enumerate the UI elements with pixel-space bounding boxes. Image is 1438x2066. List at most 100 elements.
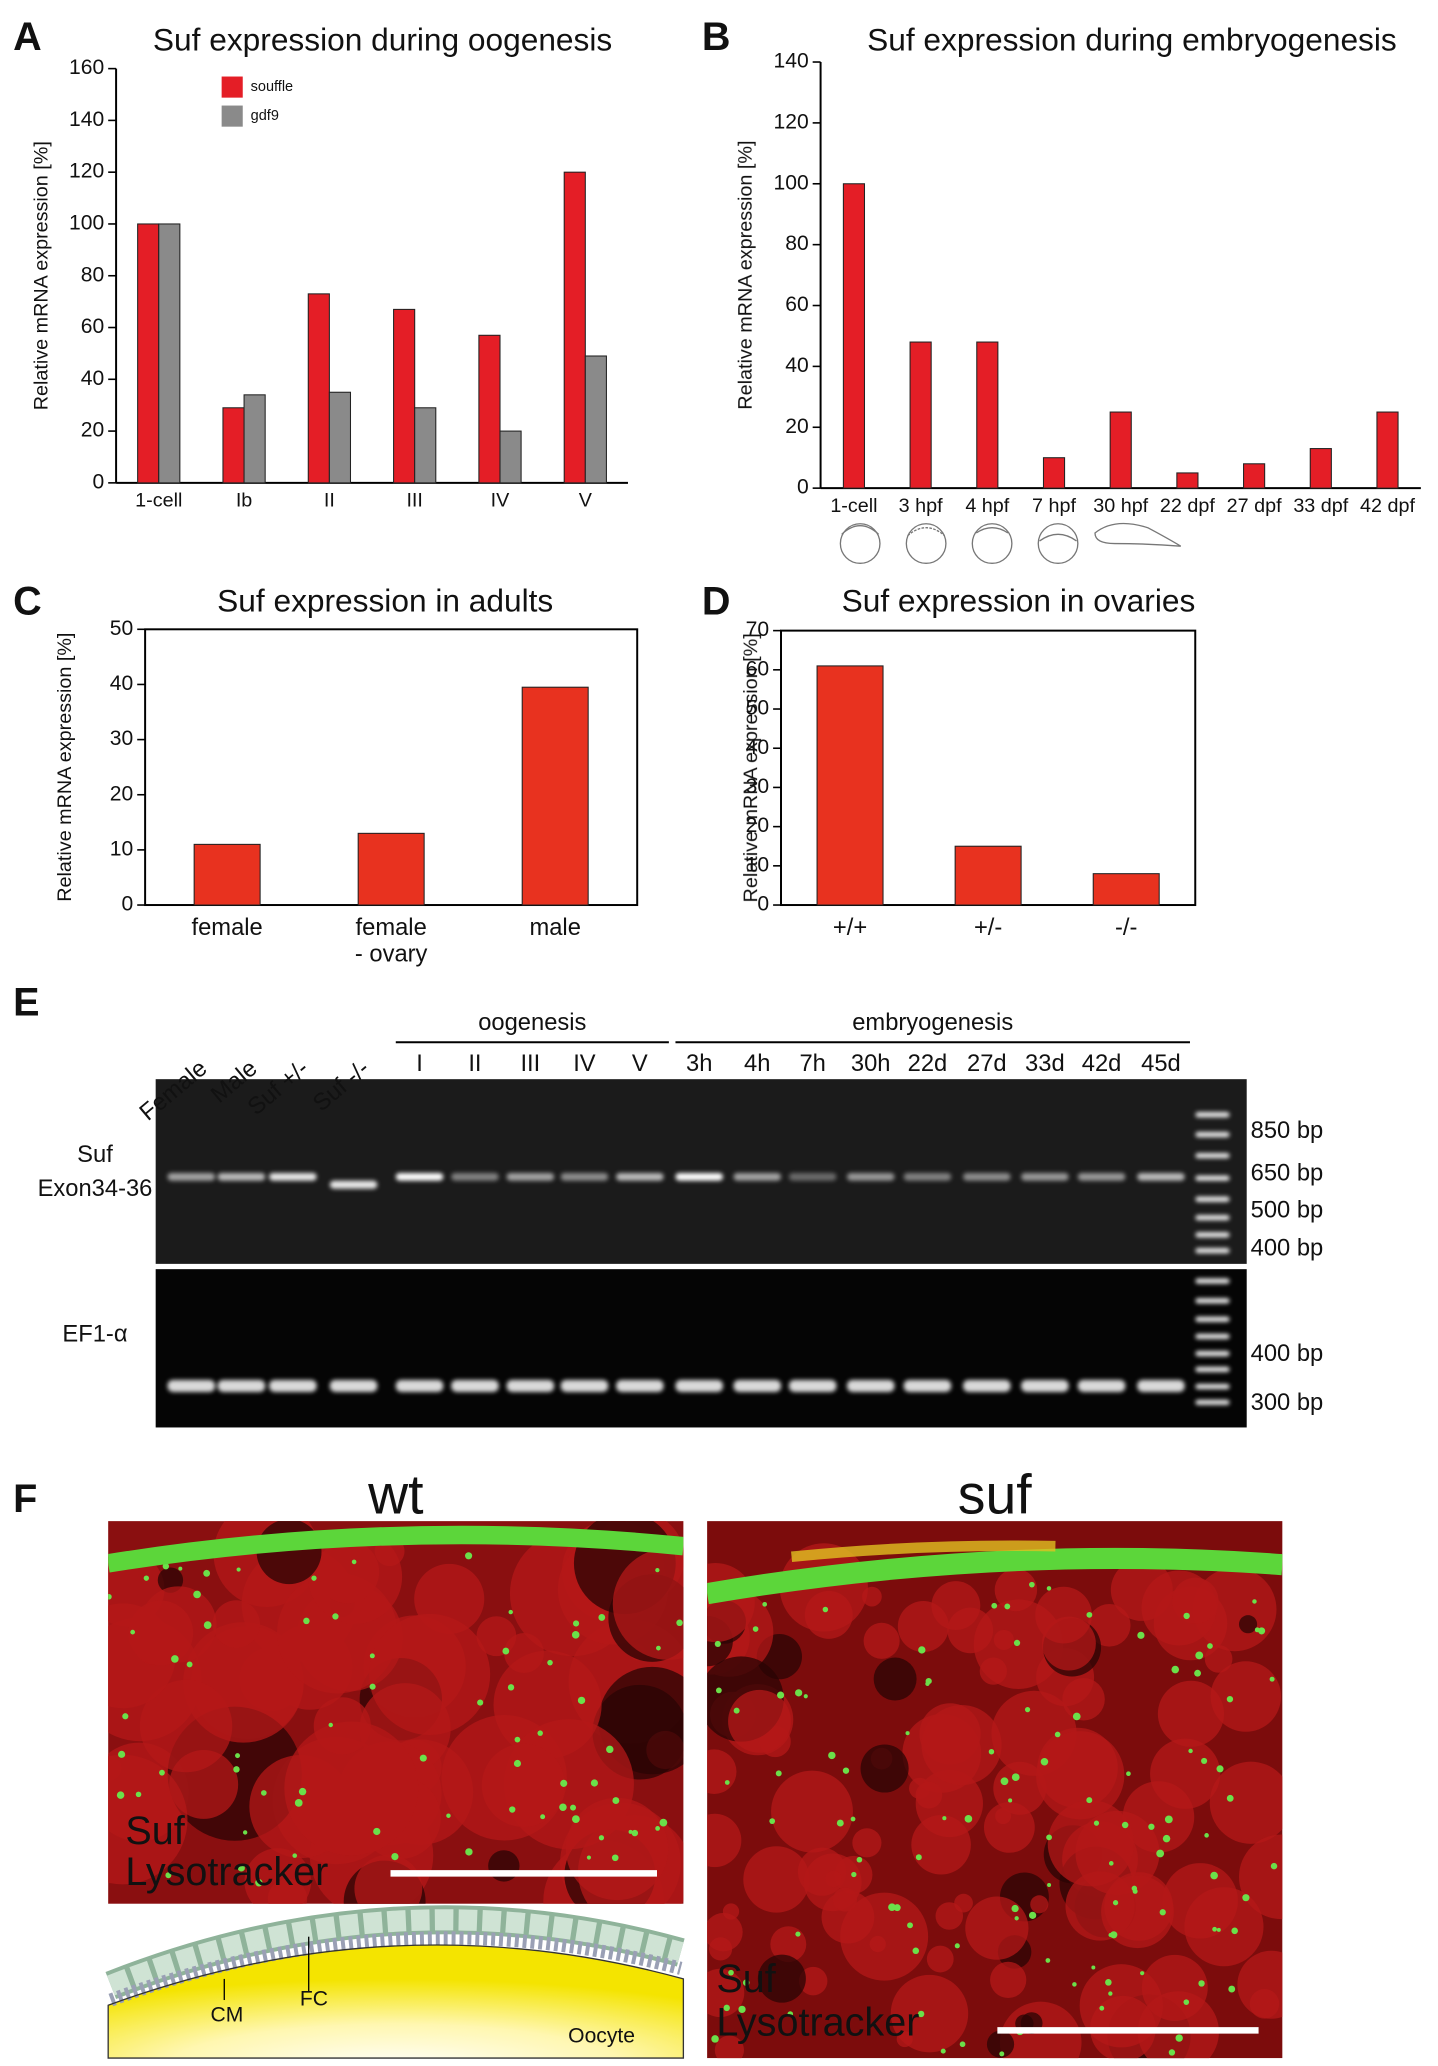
gel-band xyxy=(269,1379,317,1392)
green-dot xyxy=(1011,1904,1019,1913)
green-dot xyxy=(502,1647,510,1655)
bar xyxy=(357,832,425,906)
y-tick-label: 40 xyxy=(785,354,808,377)
green-dot xyxy=(940,2048,946,2054)
green-dot xyxy=(513,1759,522,1768)
ladder-band xyxy=(1195,1196,1230,1202)
x-tick-label: Ib xyxy=(236,490,252,512)
vesicle xyxy=(757,1954,806,2003)
vesicle xyxy=(915,1781,943,1809)
x-tick-label: 42 dpf xyxy=(1360,495,1415,517)
gel-band xyxy=(1077,1379,1126,1392)
green-dot xyxy=(775,1770,782,1777)
bar xyxy=(137,223,160,484)
green-dot xyxy=(294,1799,303,1807)
y-tick-label: 60 xyxy=(746,657,769,680)
size-marker: 400 bp xyxy=(1251,1341,1324,1367)
ladder-band xyxy=(1195,1215,1230,1221)
y-axis-label: Relative mRNA expression [%] xyxy=(30,141,52,410)
green-dot xyxy=(1028,1911,1037,1919)
y-axis-label: Relative mRNA expression [%] xyxy=(54,633,76,902)
green-dot xyxy=(303,1617,310,1625)
green-dot xyxy=(116,1791,125,1799)
green-dot xyxy=(999,2051,1005,2057)
green-dot xyxy=(1024,1706,1031,1713)
green-dot xyxy=(842,1767,850,1774)
gel-band xyxy=(903,1379,952,1392)
green-dot xyxy=(954,1943,960,1949)
x-tick-label: 7 hpf xyxy=(1032,495,1076,517)
green-dot xyxy=(905,1731,910,1736)
vesicle xyxy=(212,1600,261,1648)
green-dot xyxy=(1226,1794,1234,1802)
bar xyxy=(842,183,866,489)
bar xyxy=(243,394,266,484)
membrane-signal xyxy=(108,1525,684,1573)
gel-band xyxy=(560,1172,609,1181)
y-tick-label: 100 xyxy=(774,171,809,194)
panel-title: wt xyxy=(367,1463,423,1525)
vesicle xyxy=(1238,1834,1283,1920)
stain-label: Lysotracker xyxy=(125,1850,328,1894)
green-dot xyxy=(1126,1771,1131,1777)
group-label: oogenesis xyxy=(478,1010,586,1036)
vesicle xyxy=(743,1846,810,1913)
gel-band xyxy=(616,1379,664,1392)
green-dot xyxy=(836,1819,844,1827)
y-tick-label: 140 xyxy=(774,50,809,73)
size-marker: 850 bp xyxy=(1251,1118,1324,1144)
bar xyxy=(328,391,352,484)
green-dot xyxy=(570,1804,577,1811)
panel-label: A xyxy=(13,15,42,59)
green-dot xyxy=(373,1827,381,1836)
x-tick-label: - ovary xyxy=(355,941,428,967)
y-axis-label: Relative mRNA expression [%] xyxy=(740,633,762,902)
vesicle xyxy=(1137,1991,1219,2059)
panel-title: suf xyxy=(958,1463,1033,1525)
bar xyxy=(414,407,437,484)
x-tick-label: +/+ xyxy=(833,915,867,941)
gel-bands xyxy=(167,1112,1230,1406)
bar xyxy=(521,686,589,906)
green-dot xyxy=(586,1855,591,1860)
vesicle xyxy=(931,1581,981,1631)
green-dot xyxy=(1040,1757,1049,1766)
green-dot xyxy=(991,1602,998,1609)
vesicle xyxy=(128,1600,194,1666)
gel-band xyxy=(616,1172,664,1181)
green-dot xyxy=(631,1829,639,1837)
vesicle xyxy=(921,1704,1002,1786)
vesicle xyxy=(722,1903,740,1920)
bar xyxy=(909,341,932,489)
green-dot xyxy=(1148,1823,1155,1830)
green-dot xyxy=(571,1631,580,1639)
green-dot xyxy=(242,1830,248,1835)
gel-band xyxy=(329,1379,378,1392)
green-dot xyxy=(237,1864,245,1872)
ladder-band xyxy=(1195,1131,1230,1138)
green-dot xyxy=(1258,1627,1266,1635)
y-tick-label: 20 xyxy=(110,782,133,805)
green-dot xyxy=(728,1969,734,1976)
stain-label: Lysotracker xyxy=(716,2001,919,2045)
green-dot xyxy=(446,1813,451,1818)
vesicle xyxy=(825,1870,842,1888)
y-tick-label: 0 xyxy=(757,893,769,916)
green-dot xyxy=(1004,1603,1011,1610)
gel-band xyxy=(395,1379,444,1392)
vesicle xyxy=(890,1974,969,2053)
vesicle xyxy=(169,1749,239,1819)
x-tick-label: female xyxy=(356,915,427,941)
ladder-band xyxy=(1195,1278,1230,1284)
y-tick-label: 100 xyxy=(69,212,104,235)
green-dot xyxy=(1108,1861,1114,1866)
vesicle xyxy=(565,1797,669,1901)
ladder-band xyxy=(1195,1350,1230,1357)
green-dot xyxy=(795,1689,803,1697)
y-tick-label: 10 xyxy=(746,853,769,876)
legend-label: gdf9 xyxy=(251,108,279,124)
vesicle xyxy=(707,1749,737,1794)
green-dot xyxy=(742,1979,750,1986)
vesicle xyxy=(840,1892,929,1981)
bar xyxy=(584,355,607,484)
